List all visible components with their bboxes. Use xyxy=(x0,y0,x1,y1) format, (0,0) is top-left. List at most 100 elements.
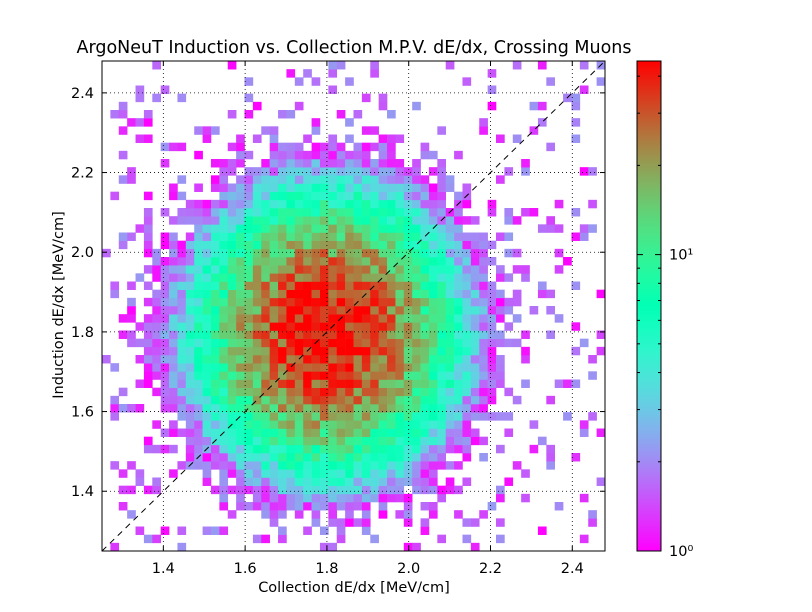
heatmap-cell xyxy=(311,248,321,258)
heatmap-cell xyxy=(303,420,312,429)
heatmap-cell xyxy=(470,387,480,397)
heatmap-cell xyxy=(244,77,254,86)
heatmap-cell xyxy=(403,461,413,470)
heatmap-cell xyxy=(227,436,237,446)
heatmap-cell xyxy=(412,346,421,356)
heatmap-cell xyxy=(194,208,203,217)
heatmap-cell xyxy=(210,248,220,258)
heatmap-cell xyxy=(269,387,279,397)
heatmap-cell xyxy=(252,248,262,258)
heatmap-cell xyxy=(370,404,379,413)
heatmap-cell xyxy=(445,461,455,470)
heatmap-cell xyxy=(336,485,346,495)
heatmap-cell xyxy=(210,306,220,315)
heatmap-cell xyxy=(462,273,472,282)
heatmap-cell xyxy=(127,330,136,339)
heatmap-cell xyxy=(370,265,379,274)
heatmap-cell xyxy=(169,387,178,397)
heatmap-cell xyxy=(152,93,161,103)
heatmap-cell xyxy=(571,93,581,103)
heatmap-cell xyxy=(428,444,438,454)
heatmap-cell xyxy=(470,248,480,258)
heatmap-cell xyxy=(169,257,178,266)
heatmap-cell xyxy=(328,289,338,299)
heatmap-cell xyxy=(395,477,405,486)
heatmap-cell xyxy=(554,379,564,388)
heatmap-cell xyxy=(252,134,262,143)
heatmap-cell xyxy=(269,273,279,282)
heatmap-cell xyxy=(403,428,413,437)
heatmap-cell xyxy=(537,101,547,111)
heatmap-cell xyxy=(336,387,346,397)
heatmap-cell xyxy=(210,453,220,462)
heatmap-cell xyxy=(286,379,296,388)
heatmap-cell xyxy=(462,257,472,266)
heatmap-cell xyxy=(395,469,405,478)
heatmap-cell xyxy=(210,224,220,233)
heatmap-cell xyxy=(252,314,262,323)
heatmap-cell xyxy=(143,248,153,258)
heatmap-cell xyxy=(345,518,354,527)
heatmap-cell xyxy=(219,526,229,535)
heatmap-cell xyxy=(378,493,388,503)
heatmap-cell xyxy=(470,297,480,307)
heatmap-cell xyxy=(169,281,178,290)
heatmap-cell xyxy=(219,199,229,209)
heatmap-cell xyxy=(420,477,430,486)
heatmap-cell xyxy=(454,387,463,397)
heatmap-cell xyxy=(336,461,346,470)
heatmap-cell xyxy=(437,330,447,339)
heatmap-cell xyxy=(278,257,287,266)
heatmap-cell xyxy=(470,306,480,315)
y-tick-label: 1.6 xyxy=(71,405,94,421)
heatmap-cell xyxy=(244,379,254,388)
heatmap-cell xyxy=(319,493,329,503)
heatmap-cell xyxy=(118,314,128,323)
heatmap-cell xyxy=(219,485,229,495)
heatmap-cell xyxy=(479,387,488,397)
heatmap-cell xyxy=(278,436,287,446)
heatmap-cell xyxy=(185,199,195,209)
heatmap-cell xyxy=(412,404,421,413)
heatmap-cell xyxy=(143,240,153,250)
heatmap-cell xyxy=(227,273,237,282)
heatmap-cell xyxy=(319,371,329,380)
heatmap-cell xyxy=(370,469,379,478)
heatmap-cell xyxy=(127,175,136,184)
heatmap-cell xyxy=(345,289,354,299)
heatmap-cell xyxy=(412,453,421,462)
heatmap-cell xyxy=(462,534,472,544)
y-tick-label: 1.4 xyxy=(71,484,94,500)
heatmap-cell xyxy=(311,265,321,274)
heatmap-cell xyxy=(370,232,379,241)
heatmap-cell xyxy=(252,477,262,486)
heatmap-cell xyxy=(378,240,388,250)
heatmap-cell xyxy=(487,330,497,339)
heatmap-cell xyxy=(219,338,229,348)
heatmap-cell xyxy=(479,240,488,250)
heatmap-cell xyxy=(202,297,212,307)
heatmap-cell xyxy=(370,379,379,388)
heatmap-cell xyxy=(177,404,187,413)
heatmap-cell xyxy=(345,493,354,503)
heatmap-cell xyxy=(571,208,581,217)
heatmap-cell xyxy=(311,175,321,184)
heatmap-cell xyxy=(303,232,312,241)
heatmap-cell xyxy=(420,338,430,348)
heatmap-cell xyxy=(336,110,346,119)
heatmap-cell xyxy=(361,159,371,168)
heatmap-cell xyxy=(219,502,229,511)
heatmap-cell xyxy=(328,265,338,274)
heatmap-cell xyxy=(269,363,279,372)
heatmap-cell xyxy=(345,159,354,168)
heatmap-cell xyxy=(210,387,220,397)
heatmap-cell xyxy=(294,436,304,446)
heatmap-cell xyxy=(361,314,371,323)
heatmap-cell xyxy=(387,346,396,356)
heatmap-cell xyxy=(387,444,396,454)
heatmap-cell xyxy=(202,240,212,250)
heatmap-cell xyxy=(303,502,312,511)
heatmap-cell xyxy=(236,183,245,192)
